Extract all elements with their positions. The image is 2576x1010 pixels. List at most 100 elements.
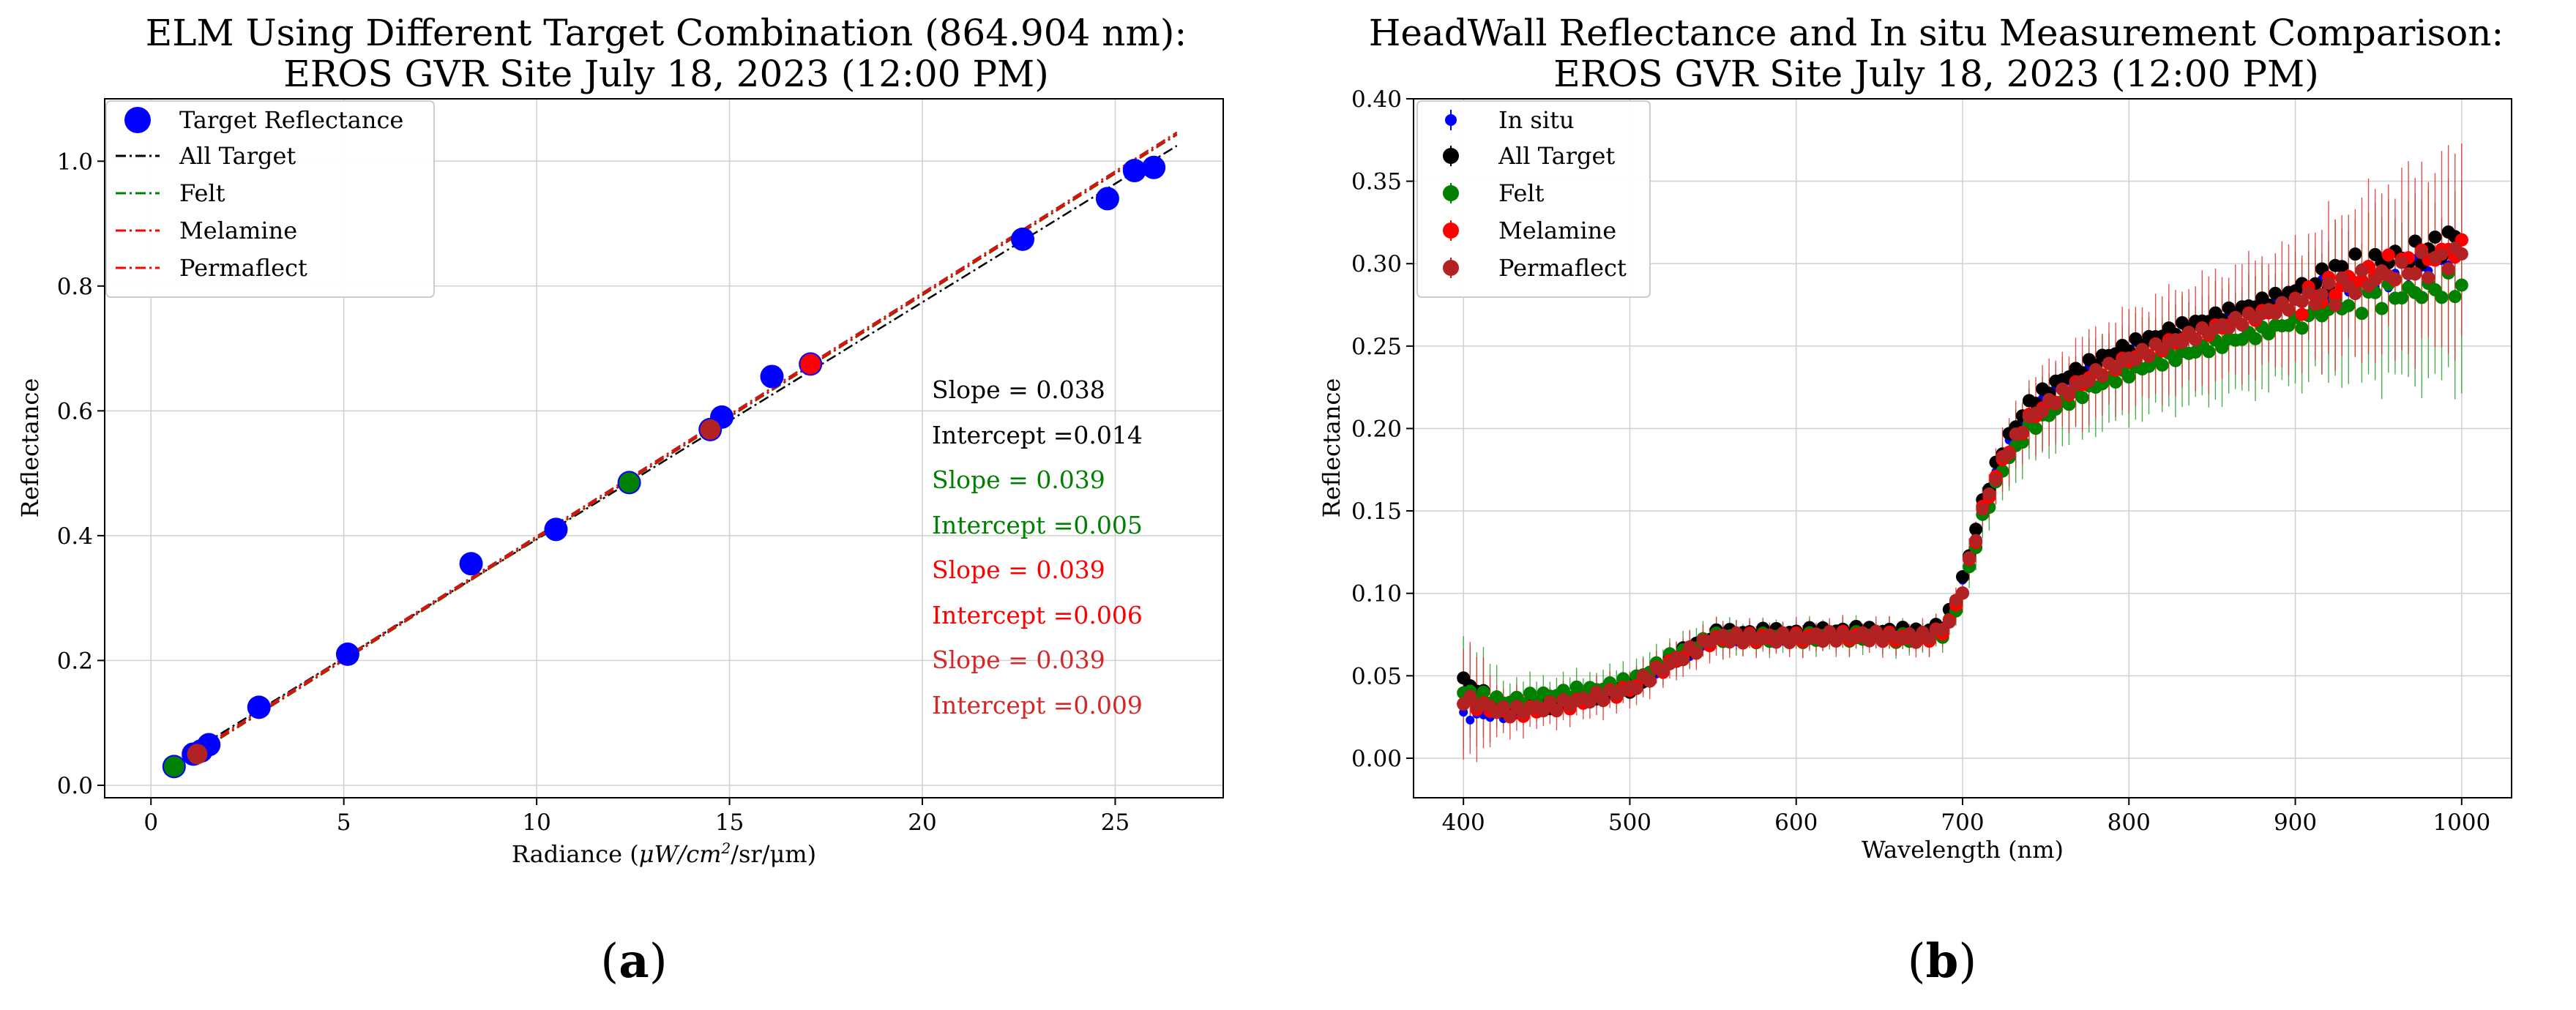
series-point-felt <box>2075 391 2089 405</box>
series-point-permaflect <box>2355 263 2369 277</box>
series-point-felt <box>2342 299 2356 313</box>
legend-label-target-reflectance: Target Reflectance <box>179 106 403 134</box>
panel-a-y-tick-label: 0.4 <box>57 523 93 550</box>
panel-a-y-axis-label: Reflectance <box>16 378 44 518</box>
target-reflectance-point <box>1011 227 1035 251</box>
legend-marker-target-reflectance <box>124 107 151 133</box>
series-point-permaflect <box>2282 303 2296 317</box>
panel-a-y-tick-label: 0.8 <box>57 274 93 300</box>
series-point-felt <box>2202 345 2216 359</box>
panel-b-caption: (b) <box>1908 934 1977 989</box>
panel-a-subtitle: EROS GVR Site July 18, 2023 (12:00 PM) <box>283 53 1048 95</box>
annotation-slope-all: Slope = 0.038 <box>932 375 1105 404</box>
series-point-felt <box>2435 291 2449 304</box>
series-point-all-target <box>1956 570 1969 584</box>
annotation-intercept-permaflect: Intercept =0.009 <box>932 691 1143 719</box>
series-point-permaflect <box>1823 624 1837 638</box>
legend-label-all-target-b: All Target <box>1498 142 1615 170</box>
target-subset-point <box>619 472 640 493</box>
panel-a-x-tick-label: 25 <box>1101 809 1130 836</box>
panel-b-x-tick-label: 900 <box>2274 809 2317 836</box>
series-point-in-situ <box>1466 715 1475 725</box>
series-point-permaflect <box>2435 247 2449 261</box>
panel-b-y-tick-label: 0.35 <box>1351 169 1402 195</box>
series-point-permaflect <box>1722 635 1736 649</box>
panel-b-x-tick-label: 400 <box>1442 809 1485 836</box>
series-point-permaflect <box>1729 626 1743 640</box>
series-point-permaflect <box>1942 615 1956 629</box>
legend-marker-felt <box>1443 185 1459 201</box>
panel-b-legend-box <box>1416 100 1651 298</box>
series-point-permaflect <box>1922 632 1936 646</box>
series-point-permaflect <box>2329 298 2342 312</box>
series-point-all-target <box>2408 234 2422 248</box>
series-point-felt <box>2062 397 2076 411</box>
panel-b-series <box>1457 225 2468 725</box>
panel-a-y-tick-label: 1.0 <box>57 149 93 175</box>
series-point-all-target <box>2348 247 2362 261</box>
legend-marker-in-situ <box>1445 114 1457 126</box>
legend-marker-melamine <box>1443 222 1459 239</box>
series-point-felt <box>2295 321 2309 335</box>
series-point-permaflect <box>1496 700 1510 714</box>
target-reflectance-point <box>1122 159 1146 183</box>
series-point-permaflect <box>2189 333 2203 347</box>
series-point-felt <box>2109 375 2123 389</box>
series-point-permaflect <box>1976 502 1990 516</box>
series-point-felt <box>2395 291 2408 305</box>
series-point-permaflect <box>2049 397 2063 411</box>
series-point-permaflect <box>1583 695 1597 709</box>
panel-a-fit-lines <box>169 131 1178 771</box>
series-point-permaflect <box>2142 349 2156 363</box>
series-point-permaflect <box>2015 425 2029 439</box>
series-point-permaflect <box>1869 624 1883 638</box>
legend-label-in-situ: In situ <box>1498 106 1575 134</box>
panel-a-axes-frame <box>104 98 1224 798</box>
series-point-permaflect <box>1676 653 1690 667</box>
series-point-permaflect <box>1862 634 1876 648</box>
target-reflectance-point <box>247 695 271 719</box>
series-point-permaflect <box>1956 586 1969 600</box>
panel-b-legend: In situ All Target Felt Melamine Permafl… <box>1416 100 1651 298</box>
panel-b-subtitle: EROS GVR Site July 18, 2023 (12:00 PM) <box>1553 53 2318 95</box>
panel-b-y-tick-label: 0.40 <box>1351 86 1402 113</box>
series-point-permaflect <box>2441 262 2455 276</box>
panel-a-x-tick-label: 0 <box>143 809 158 836</box>
series-point-permaflect <box>1629 681 1643 695</box>
series-point-permaflect <box>2415 246 2429 260</box>
series-point-permaflect <box>2368 273 2382 287</box>
series-point-felt <box>2249 332 2262 345</box>
panel-b-x-tick-label: 800 <box>2108 809 2151 836</box>
annotation-slope-melamine: Slope = 0.039 <box>932 556 1105 584</box>
annotation-slope-permaflect: Slope = 0.039 <box>932 646 1105 674</box>
series-point-permaflect <box>1969 534 1983 547</box>
series-point-permaflect <box>1463 689 1477 703</box>
panel-b-x-tick-label: 1000 <box>2433 809 2490 836</box>
panel-b-chart: HeadWall Reflectance and In situ Measure… <box>1318 12 2512 989</box>
series-point-permaflect <box>2176 335 2189 349</box>
panel-a-annotations: Slope = 0.038 Intercept =0.014 Slope = 0… <box>932 375 1143 719</box>
series-point-permaflect <box>2408 267 2422 281</box>
legend-label-permaflect-b: Permaflect <box>1498 254 1627 282</box>
series-point-permaflect <box>1989 473 2003 487</box>
series-point-all-target <box>1969 523 1983 536</box>
panel-b-y-tick-label: 0.10 <box>1351 581 1402 607</box>
series-permaflect <box>1457 241 2468 723</box>
panel-b-x-axis-label: Wavelength (nm) <box>1862 836 2064 864</box>
series-point-permaflect <box>2322 276 2335 290</box>
series-point-permaflect <box>1909 635 1923 649</box>
series-point-permaflect <box>1982 487 1996 501</box>
series-point-permaflect <box>2348 287 2362 301</box>
series-point-permaflect <box>2295 295 2309 309</box>
fit-line-melamine <box>169 133 1178 771</box>
series-point-permaflect <box>2036 405 2050 419</box>
target-reflectance-point <box>335 642 359 666</box>
annotation-intercept-all: Intercept =0.014 <box>932 421 1143 449</box>
series-point-felt <box>2355 307 2369 321</box>
panel-a-x-tick-label: 20 <box>908 809 936 836</box>
series-point-permaflect <box>2395 255 2408 269</box>
series-point-melamine <box>2329 288 2342 302</box>
series-point-felt <box>2122 370 2136 384</box>
panel-b-y-tick-label: 0.05 <box>1351 663 1402 689</box>
panel-a-y-tick-label: 0.2 <box>57 648 93 674</box>
